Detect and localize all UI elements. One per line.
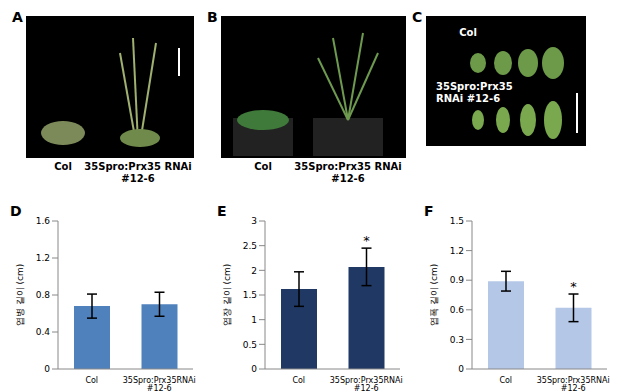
svg-text:1.2: 1.2: [450, 246, 464, 256]
svg-text:0.4: 0.4: [36, 327, 51, 337]
html-text:F: F: [424, 203, 434, 219]
svg-text:Col: Col: [459, 27, 477, 38]
svg-text:1.6: 1.6: [36, 216, 51, 226]
svg-text:35Spro:Prx35 RNAi#12-6: 35Spro:Prx35 RNAi#12-6: [294, 161, 401, 184]
svg-text:3: 3: [251, 216, 257, 226]
svg-text:0.9: 0.9: [450, 275, 465, 285]
svg-text:1: 1: [251, 315, 257, 325]
svg-text:0.3: 0.3: [450, 335, 464, 345]
svg-text:1.5: 1.5: [450, 216, 464, 226]
svg-text:엽폭 길이 (cm): 엽폭 길이 (cm): [429, 264, 439, 326]
svg-text:B: B: [207, 9, 218, 25]
svg-text:0.5: 0.5: [243, 340, 257, 350]
svg-text:엽장 길이 (cm): 엽장 길이 (cm): [222, 264, 232, 326]
svg-text:엽병 길이 (cm): 엽병 길이 (cm): [15, 264, 25, 326]
svg-text:C: C: [412, 9, 422, 25]
svg-text:*: *: [570, 279, 577, 294]
svg-text:35Spro:Prx35RNAi#12-6: 35Spro:Prx35RNAi#12-6: [330, 376, 403, 391]
svg-text:0.6: 0.6: [450, 305, 465, 315]
svg-text:0.8: 0.8: [36, 290, 51, 300]
html-text:E: E: [217, 203, 227, 219]
svg-text:Col: Col: [254, 161, 272, 172]
svg-text:Col: Col: [292, 376, 305, 385]
svg-text:35Spro:Prx35RNAi#12-6: 35Spro:Prx35RNAi#12-6: [537, 376, 610, 391]
svg-text:Col: Col: [499, 376, 512, 385]
svg-text:2: 2: [251, 266, 257, 276]
svg-text:0: 0: [251, 364, 257, 374]
svg-text:1.2: 1.2: [36, 253, 50, 263]
svg-text:35Spro:Prx35 RNAi#12-6: 35Spro:Prx35 RNAi#12-6: [84, 161, 191, 184]
svg-text:Col: Col: [54, 161, 72, 172]
svg-text:0: 0: [458, 364, 464, 374]
svg-text:2.5: 2.5: [243, 241, 257, 251]
svg-text:*: *: [363, 233, 370, 248]
svg-text:35Spro:Prx35RNAi#12-6: 35Spro:Prx35RNAi#12-6: [123, 376, 196, 391]
svg-text:1.5: 1.5: [243, 290, 257, 300]
svg-text:A: A: [12, 9, 23, 25]
svg-text:0: 0: [44, 364, 50, 374]
svg-text:35Spro:Prx35RNAi #12-6: 35Spro:Prx35RNAi #12-6: [436, 81, 513, 104]
html-text:D: D: [10, 203, 22, 219]
svg-text:Col: Col: [85, 376, 98, 385]
